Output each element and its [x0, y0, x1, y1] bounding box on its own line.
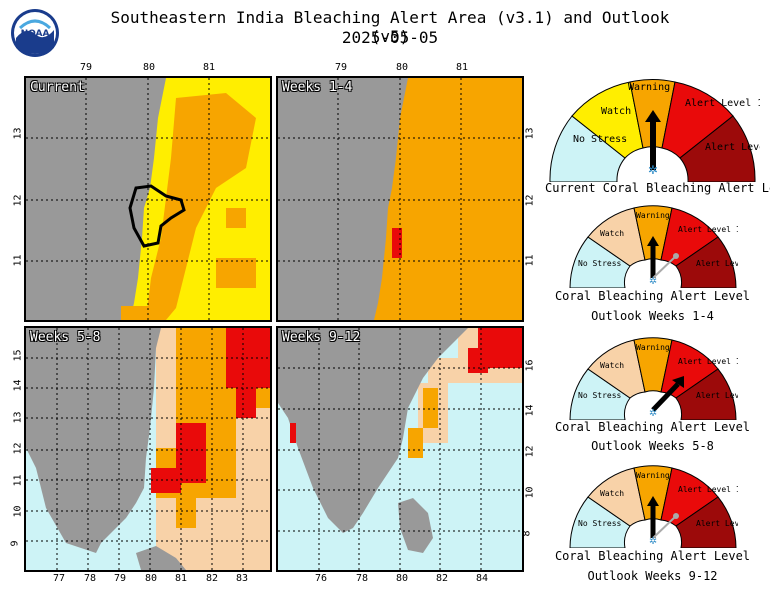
tick-left: 11: [12, 474, 24, 487]
gauge-weeks-1-4[interactable]: ✲ No Stress Watch Warning Alert Level 1 …: [568, 204, 759, 292]
svg-text:Alert Level 2: Alert Level 2: [705, 142, 760, 153]
noaa-logo: NOAA: [10, 8, 60, 58]
tick-left: 9: [9, 540, 21, 547]
gauge-current[interactable]: ✲ No Stress Watch Warning Alert Level 1 …: [545, 70, 770, 186]
tick-top: 79: [335, 62, 348, 73]
svg-text:Alert Level 2: Alert Level 2: [696, 519, 738, 528]
svg-text:Alert Level 2: Alert Level 2: [696, 391, 738, 400]
svg-text:Alert Level 1: Alert Level 1: [685, 98, 760, 109]
gauge-caption-sub: Outlook Weeks 1-4: [591, 309, 714, 323]
tick-left: 15: [12, 349, 24, 362]
page-title: Southeastern India Bleaching Alert Area …: [110, 8, 670, 46]
map-panel-weeks-9-12[interactable]: Weeks 9-12: [276, 326, 524, 572]
tick-left: 13: [12, 127, 24, 140]
svg-text:✲: ✲: [649, 405, 657, 420]
tick-bottom: 80: [145, 573, 158, 584]
svg-text:Alert Level 1: Alert Level 1: [678, 357, 738, 366]
svg-text:Watch: Watch: [601, 106, 631, 117]
svg-text:No Stress: No Stress: [573, 134, 627, 145]
map-panel-weeks-5-8[interactable]: Weeks 5-8: [24, 326, 272, 572]
tick-right: 10: [524, 486, 536, 499]
panel-label: Weeks 1-4: [282, 80, 353, 95]
gauge-caption-sub: Outlook Weeks 5-8: [591, 439, 714, 453]
svg-text:No Stress: No Stress: [578, 391, 622, 400]
map-panel-weeks-1-4[interactable]: Weeks 1-4: [276, 76, 524, 322]
svg-text:Watch: Watch: [600, 361, 624, 370]
svg-text:✲: ✲: [649, 533, 657, 548]
svg-text:Warning: Warning: [636, 471, 670, 480]
panel-label: Weeks 5-8: [30, 330, 101, 345]
svg-text:Watch: Watch: [600, 489, 624, 498]
gauge-caption-sub: Outlook Weeks 9-12: [587, 569, 718, 583]
tick-top: 81: [203, 62, 216, 73]
tick-left: 13: [12, 411, 24, 424]
tick-right: 14: [524, 404, 536, 417]
tick-right: 11: [524, 254, 536, 267]
tick-right: 12: [524, 194, 536, 207]
svg-text:✲: ✲: [649, 273, 657, 288]
gauge-caption: Coral Bleaching Alert Level: [554, 289, 751, 303]
svg-text:Warning: Warning: [628, 82, 670, 93]
tick-right: 16: [524, 359, 536, 372]
tick-left: 10: [12, 505, 24, 518]
tick-top: 80: [396, 62, 409, 73]
map-panel-current[interactable]: Current: [24, 76, 272, 322]
tick-top: 80: [143, 62, 156, 73]
tick-bottom: 78: [84, 573, 97, 584]
tick-right: 12: [524, 445, 536, 458]
svg-text:Alert Level 2: Alert Level 2: [696, 259, 738, 268]
svg-text:Warning: Warning: [636, 343, 670, 352]
tick-left: 14: [12, 379, 24, 392]
tick-bottom: 78: [356, 573, 369, 584]
tick-left: 12: [12, 442, 24, 455]
svg-text:Alert Level 1: Alert Level 1: [678, 225, 738, 234]
tick-top: 79: [80, 62, 93, 73]
tick-right: 13: [524, 127, 536, 140]
svg-text:Warning: Warning: [636, 211, 670, 220]
svg-text:Watch: Watch: [600, 229, 624, 238]
page-date: 2025-05-05: [341, 28, 439, 47]
panel-label: Weeks 9-12: [282, 330, 361, 345]
gauge-caption: Current Coral Bleaching Alert Level: [545, 181, 770, 195]
gauge-weeks-5-8[interactable]: ✲ No Stress Watch Warning Alert Level 1 …: [568, 336, 759, 424]
svg-text:No Stress: No Stress: [578, 519, 622, 528]
svg-text:Alert Level 1: Alert Level 1: [678, 485, 738, 494]
tick-bottom: 80: [396, 573, 409, 584]
tick-bottom: 76: [315, 573, 328, 584]
tick-left: 11: [12, 254, 24, 267]
gauge-caption: Coral Bleaching Alert Level: [554, 420, 751, 434]
tick-top: 81: [456, 62, 469, 73]
svg-text:✲: ✲: [648, 159, 658, 178]
tick-bottom: 82: [206, 573, 219, 584]
gauge-caption: Coral Bleaching Alert Level: [554, 549, 751, 563]
tick-bottom: 84: [476, 573, 489, 584]
svg-text:NOAA: NOAA: [21, 29, 50, 39]
tick-bottom: 82: [436, 573, 449, 584]
panel-label: Current: [30, 80, 85, 95]
svg-text:No Stress: No Stress: [578, 259, 622, 268]
tick-bottom: 79: [114, 573, 127, 584]
tick-bottom: 81: [175, 573, 188, 584]
tick-bottom: 83: [236, 573, 249, 584]
tick-bottom: 77: [53, 573, 66, 584]
gauge-weeks-9-12[interactable]: ✲ No Stress Watch Warning Alert Level 1 …: [568, 464, 759, 552]
tick-left: 12: [12, 194, 24, 207]
